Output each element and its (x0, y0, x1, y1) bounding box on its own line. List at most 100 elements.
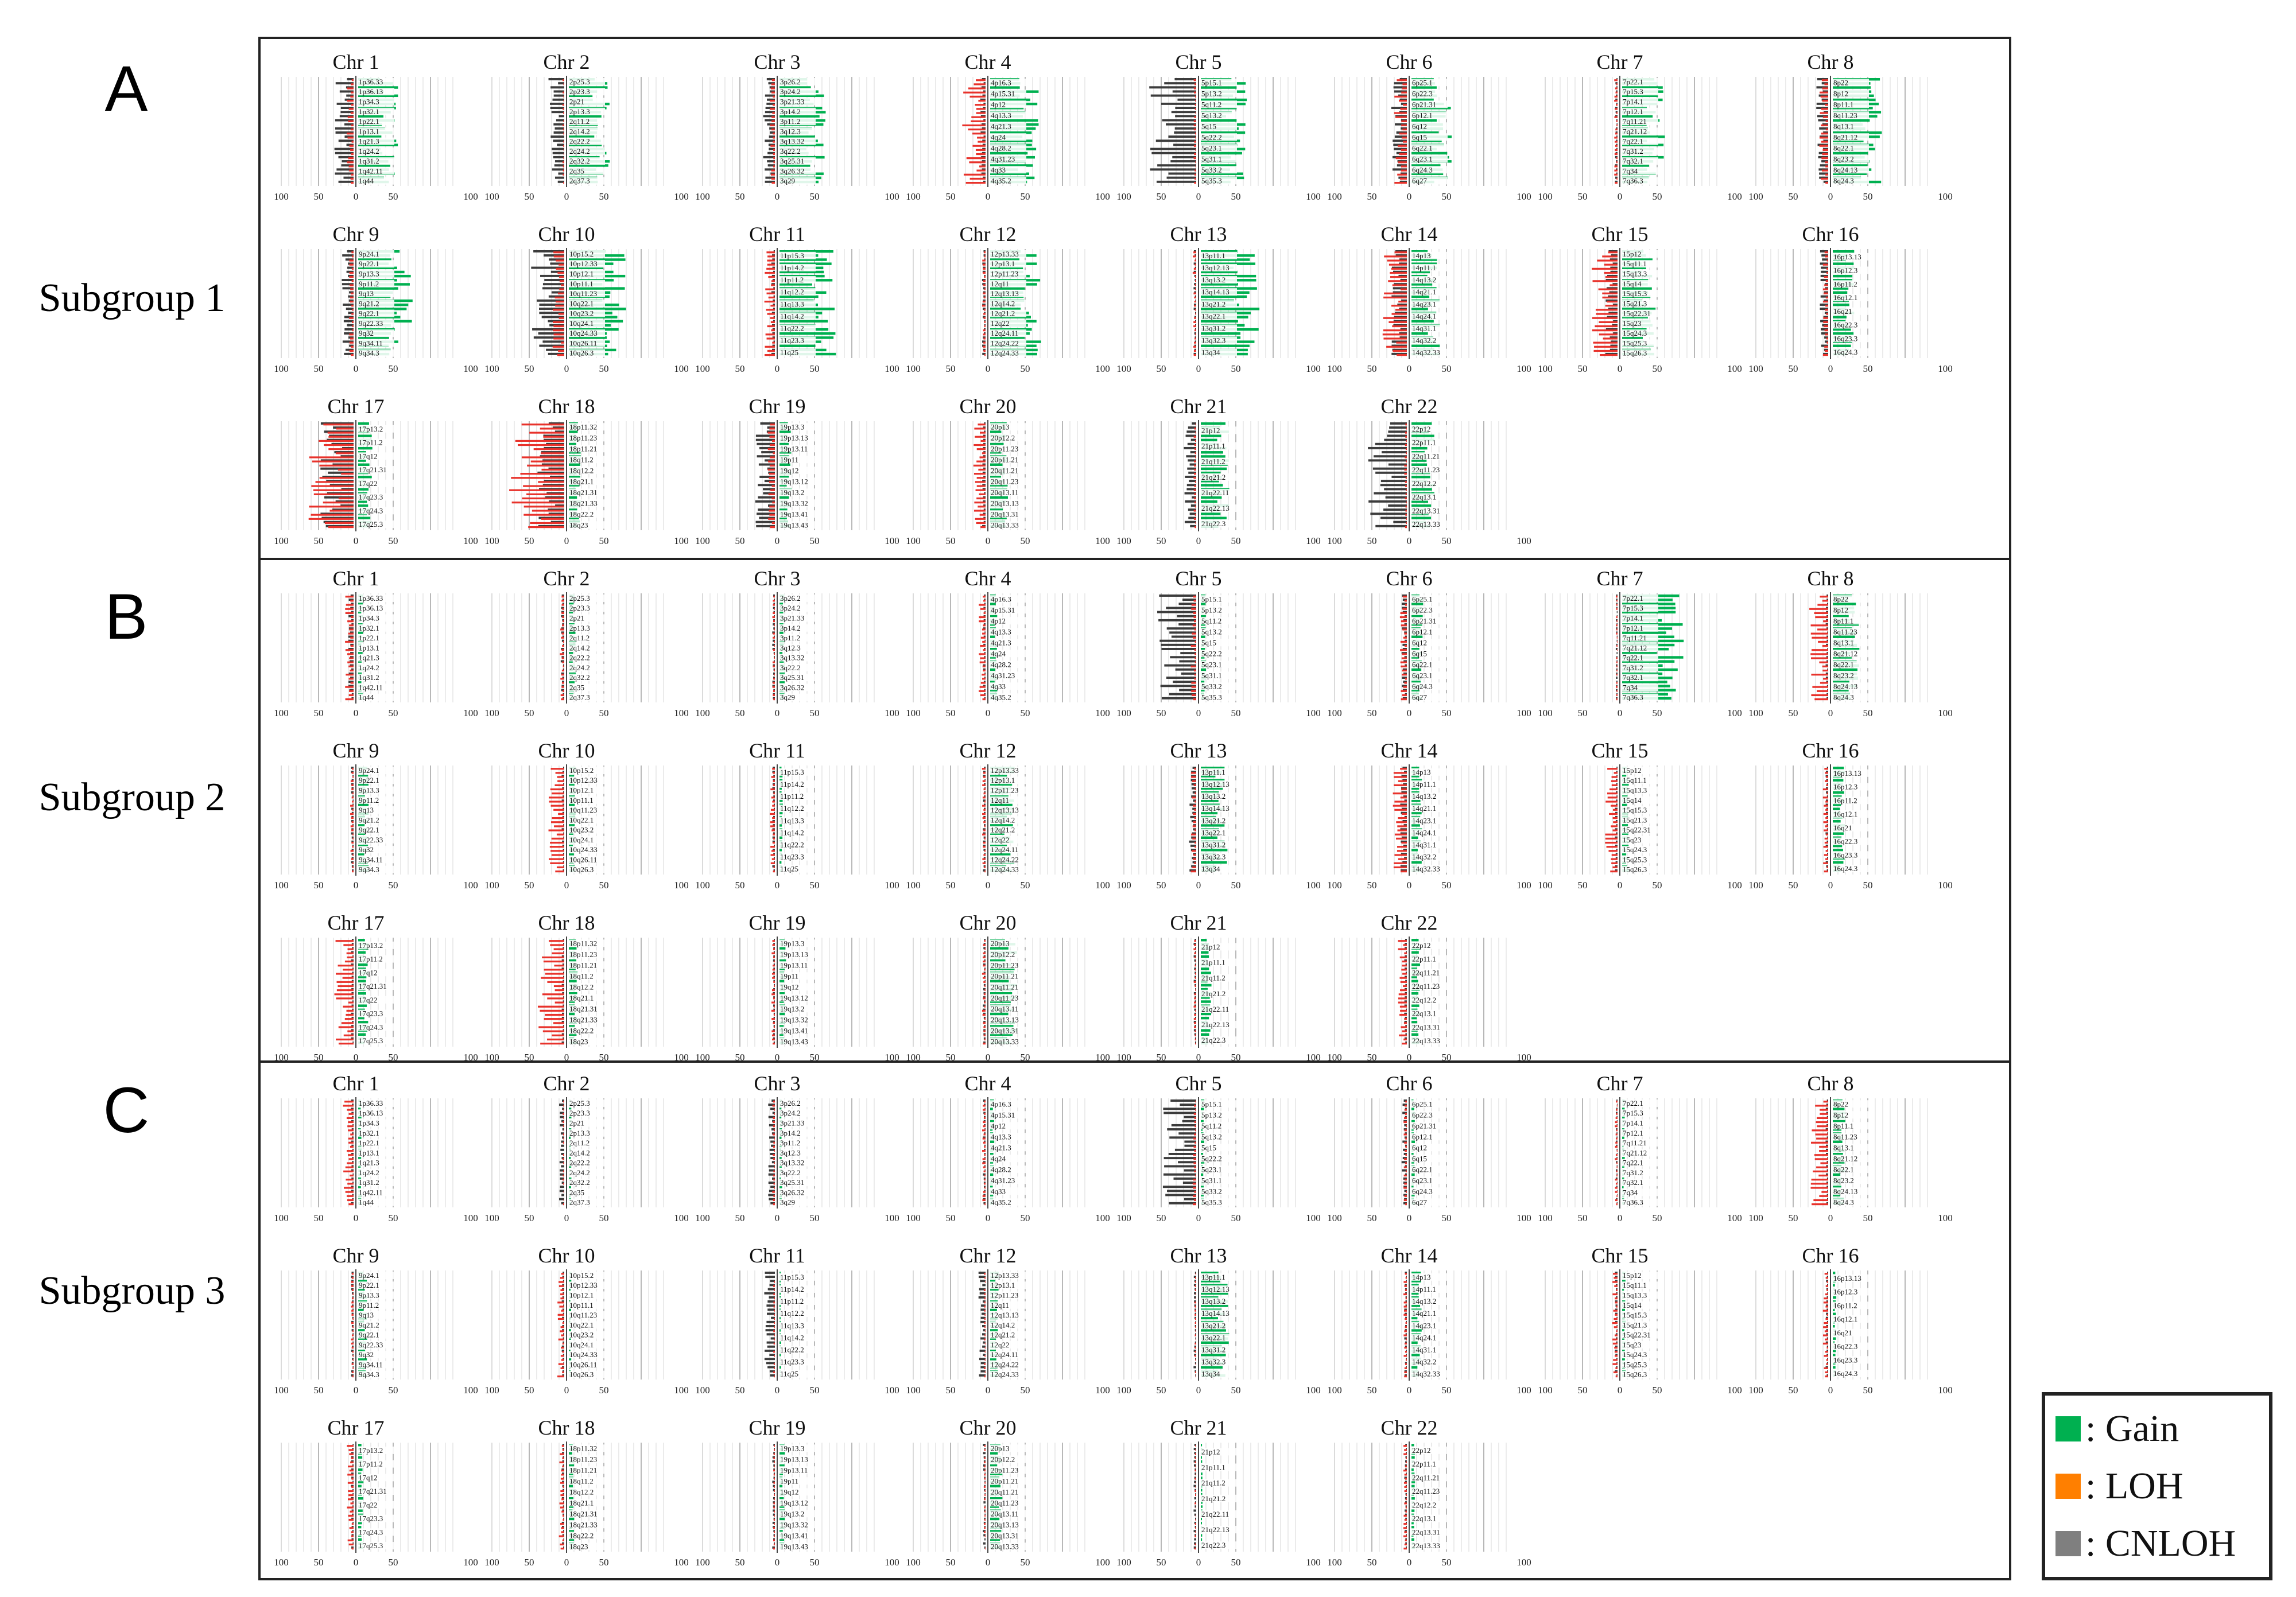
gain-bar (1201, 86, 1237, 89)
gain-bar (569, 287, 625, 290)
loh-bar (1193, 805, 1196, 807)
loh-bar (1403, 636, 1407, 639)
loh-bar (771, 858, 775, 860)
band-label: 13q22.1 (1201, 828, 1225, 837)
loh-bar (557, 271, 564, 274)
cnloh-bar (550, 262, 564, 265)
cnloh-bar (1613, 320, 1618, 322)
loh-bar (1195, 280, 1196, 282)
cnloh-bar (984, 328, 986, 331)
loh-bar (553, 329, 564, 332)
loh-bar (978, 506, 986, 508)
band-label: 6q12 (1412, 638, 1427, 647)
cnloh-bar (549, 102, 564, 105)
loh-bar (352, 837, 354, 840)
chart-b-11: Chr 1111p15.311p14.211p11.211q12.211q13.… (695, 739, 899, 891)
band-label: 10q11.23 (569, 806, 597, 814)
loh-bar (983, 596, 986, 598)
loh-bar (770, 305, 775, 307)
cnloh-bar (1395, 123, 1407, 126)
chart-title: Chr 11 (749, 739, 805, 762)
cnloh-bar (1158, 619, 1196, 621)
loh-bar (1397, 846, 1407, 848)
x-tick-label: 0 (1828, 191, 1833, 202)
subgroup-2-label: Subgroup 2 (38, 775, 226, 819)
cnloh-bar (1823, 180, 1828, 183)
band-label: 13q32.3 (1201, 336, 1225, 345)
cnloh-bar (767, 164, 775, 167)
loh-bar (982, 665, 986, 667)
chart-a-6: Chr 66p25.16p22.36p21.316p12.16q126q156q… (1327, 50, 1531, 202)
loh-bar (350, 669, 354, 672)
band-label: 3p14.2 (780, 107, 801, 116)
band-label: 18p11.32 (569, 422, 597, 431)
loh-bar (984, 837, 986, 840)
loh-bar (1819, 91, 1828, 94)
cnloh-bar (1824, 340, 1828, 343)
loh-bar (768, 518, 775, 520)
cnloh-bar (1388, 430, 1407, 433)
loh-bar (1825, 809, 1828, 811)
band-label: 4q31.23 (991, 154, 1015, 163)
loh-bar (1825, 255, 1828, 258)
cnloh-bar (338, 156, 354, 158)
cnloh-bar (1166, 677, 1196, 679)
loh-bar (1399, 99, 1407, 102)
loh-bar (771, 91, 775, 94)
band-label-bg (568, 279, 605, 287)
band-label-bg (1832, 166, 1869, 174)
loh-bar (771, 284, 775, 286)
loh-bar (1400, 649, 1407, 651)
gain-bar (990, 131, 1032, 134)
band-label: 16q21 (1833, 823, 1852, 832)
band-label: 4p15.31 (991, 605, 1015, 614)
loh-bar (977, 137, 986, 139)
loh-bar (347, 116, 354, 118)
band-label-bg (1832, 155, 1869, 163)
band-label: 10q23.2 (569, 309, 594, 318)
cnloh-bar (1605, 279, 1618, 282)
loh-bar (1611, 780, 1618, 782)
cnloh-bar (1397, 160, 1407, 163)
loh-bar (1614, 137, 1618, 139)
band-label: 1q44 (359, 177, 374, 185)
loh-bar (323, 502, 354, 504)
cnloh-bar (1159, 639, 1196, 642)
x-tick-label: 50 (1789, 708, 1798, 718)
band-label: 9q32 (359, 845, 374, 854)
loh-bar (1616, 686, 1618, 688)
band-label: 2q14.2 (569, 127, 590, 135)
gain-bar (779, 262, 832, 265)
cnloh-bar (773, 250, 775, 252)
chart-a-8: Chr 88p228p128p11.18q11.238q13.18q21.128… (1748, 50, 1953, 202)
loh-bar (352, 329, 354, 332)
loh-bar (1810, 632, 1828, 635)
chart-b-12: Chr 1212p13.3312p13.112p11.2312q1112q13.… (906, 739, 1110, 891)
chart-a-17: Chr 1717p13.217p11.217q1217q21.3117q2217… (274, 395, 478, 546)
loh-bar (1398, 817, 1407, 819)
loh-bar (1192, 796, 1196, 799)
loh-bar (1194, 276, 1196, 278)
cnloh-bar (1394, 135, 1407, 138)
band-label: 19q13.32 (780, 499, 808, 507)
band-label-bg (1200, 300, 1237, 308)
loh-bar (1811, 657, 1828, 659)
band-label: 5q13.2 (1201, 627, 1222, 636)
cnloh-bar (983, 299, 986, 302)
band-label: 8q24.3 (1833, 693, 1854, 701)
band-label-bg (990, 270, 1026, 278)
chart-a-7: Chr 77p22.17p15.37p14.17p12.17q11.217q21… (1538, 50, 1742, 202)
x-tick-label: 100 (1938, 708, 1953, 718)
band-label: 10p12.1 (569, 786, 594, 795)
loh-bar (561, 686, 564, 688)
band-label: 9p13.3 (359, 786, 379, 795)
x-tick-label: 50 (525, 535, 534, 546)
loh-bar (1823, 300, 1828, 303)
band-label: 16q24.3 (1833, 348, 1857, 356)
cnloh-bar (348, 299, 354, 302)
gain-bar (1411, 98, 1434, 102)
gain-bar (1201, 164, 1237, 167)
band-label: 9p13.3 (359, 270, 379, 278)
band-label-bg (1200, 133, 1237, 141)
band-label-bg (1411, 348, 1448, 356)
